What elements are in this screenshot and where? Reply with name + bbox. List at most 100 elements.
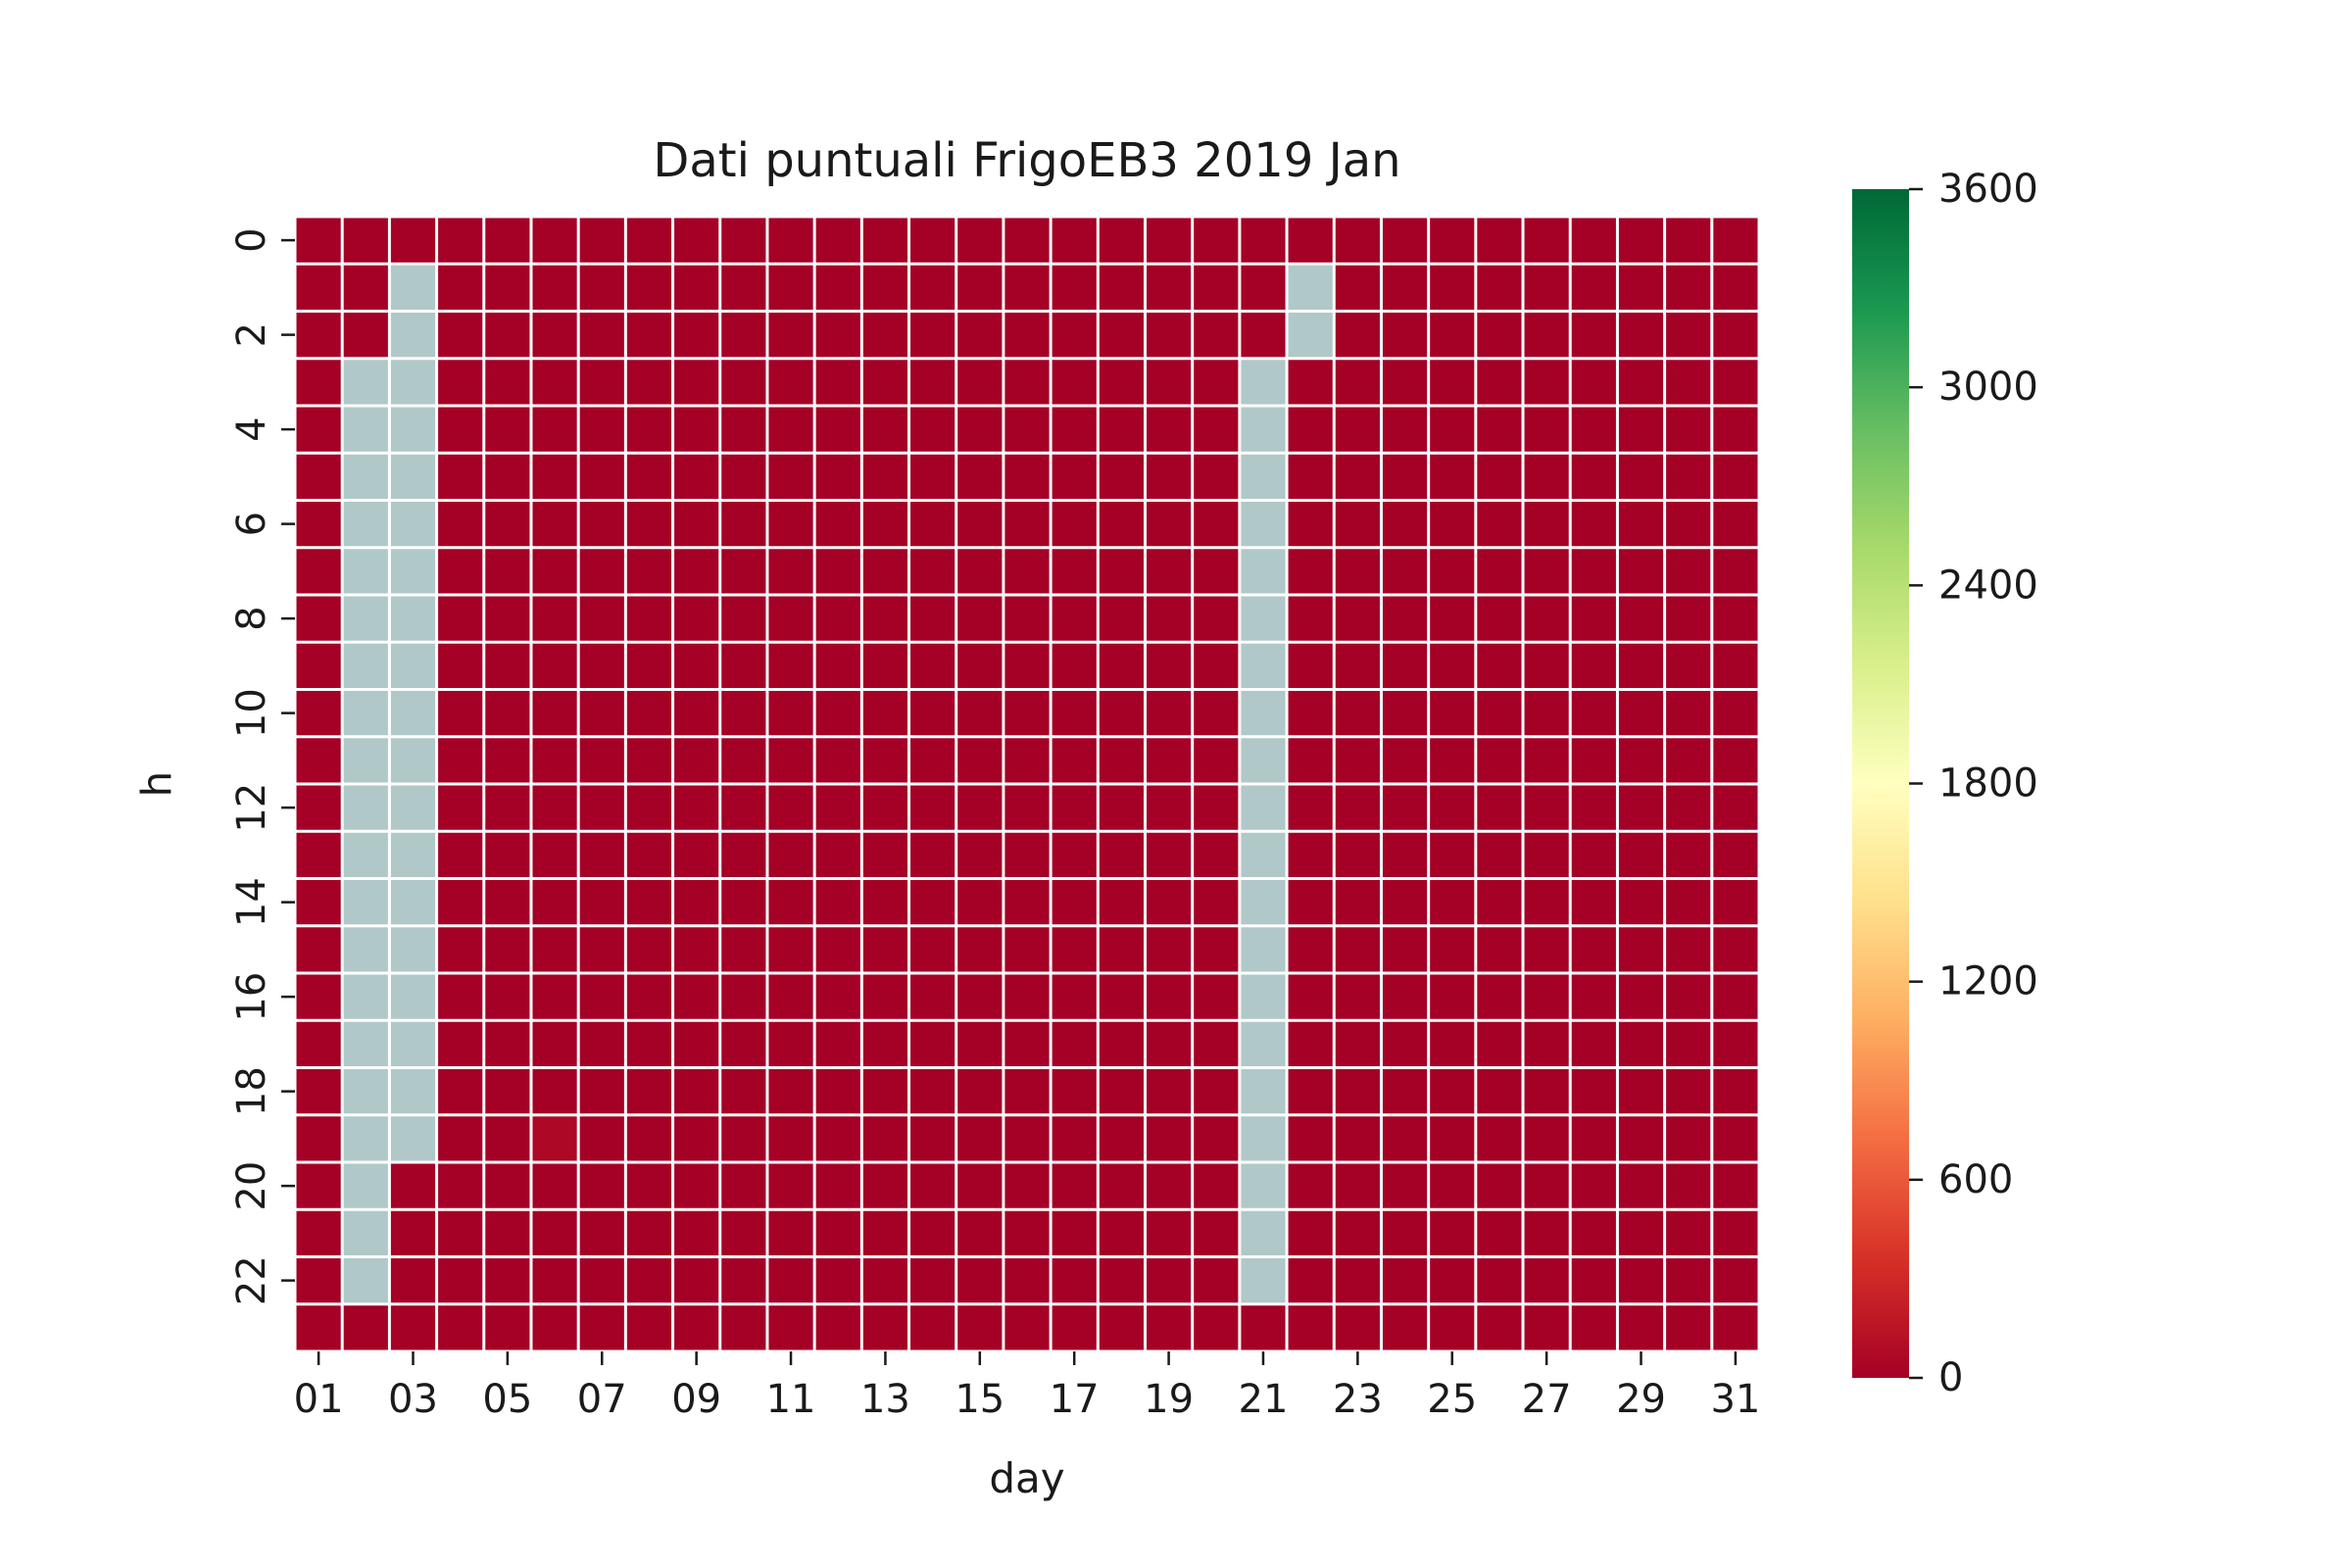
heatmap-cell bbox=[579, 1258, 624, 1303]
heatmap-cell bbox=[674, 596, 719, 641]
heatmap-cell bbox=[1430, 407, 1475, 452]
heatmap-cell bbox=[343, 927, 388, 972]
heatmap-cell bbox=[579, 691, 624, 736]
heatmap-cell bbox=[1004, 785, 1050, 830]
heatmap-cell bbox=[390, 454, 436, 499]
heatmap-cell bbox=[1335, 643, 1380, 688]
heatmap-cell bbox=[674, 1021, 719, 1066]
heatmap-cell bbox=[721, 1021, 766, 1066]
heatmap-cell bbox=[1477, 974, 1522, 1019]
heatmap-cell bbox=[1666, 1021, 1711, 1066]
heatmap-cell bbox=[1713, 1069, 1758, 1114]
x-tick-label: 25 bbox=[1427, 1377, 1477, 1422]
heatmap-cell bbox=[862, 549, 908, 594]
heatmap-cell bbox=[674, 974, 719, 1019]
heatmap-cell bbox=[1241, 1163, 1286, 1208]
heatmap-cell bbox=[957, 643, 1003, 688]
colorbar-tick-label: 1200 bbox=[1938, 959, 2038, 1004]
heatmap-cell bbox=[1335, 454, 1380, 499]
heatmap-cell bbox=[910, 1258, 956, 1303]
heatmap-cell bbox=[1666, 502, 1711, 547]
heatmap-cell bbox=[815, 313, 860, 358]
heatmap-cell bbox=[1618, 785, 1664, 830]
heatmap-cell bbox=[1194, 1021, 1239, 1066]
heatmap-cell bbox=[438, 832, 483, 877]
heatmap-cell bbox=[721, 265, 766, 310]
heatmap-cell bbox=[910, 313, 956, 358]
heatmap-cell bbox=[1335, 313, 1380, 358]
heatmap-cell bbox=[1004, 360, 1050, 405]
heatmap-cell bbox=[1618, 407, 1664, 452]
heatmap-cell bbox=[1052, 1021, 1097, 1066]
heatmap-cell bbox=[1430, 1210, 1475, 1255]
heatmap-cell bbox=[862, 832, 908, 877]
heatmap-cell bbox=[1666, 738, 1711, 783]
heatmap-cell bbox=[626, 927, 672, 972]
heatmap-cell bbox=[674, 549, 719, 594]
heatmap-cell bbox=[674, 738, 719, 783]
heatmap-cell bbox=[1666, 643, 1711, 688]
heatmap-cell bbox=[1099, 360, 1144, 405]
heatmap-cell bbox=[1099, 313, 1144, 358]
heatmap-cell bbox=[1099, 738, 1144, 783]
heatmap-cell bbox=[674, 1116, 719, 1161]
heatmap-cell bbox=[1382, 1258, 1428, 1303]
y-tick-label: 18 bbox=[229, 1066, 274, 1116]
x-tick-label: 31 bbox=[1710, 1377, 1760, 1422]
y-tick-label: 8 bbox=[229, 606, 274, 630]
heatmap-cell bbox=[1713, 738, 1758, 783]
x-tick-label: 27 bbox=[1522, 1377, 1572, 1422]
heatmap-cell bbox=[579, 974, 624, 1019]
heatmap-cell bbox=[390, 407, 436, 452]
heatmap-cell bbox=[1524, 265, 1569, 310]
heatmap-cell bbox=[1099, 596, 1144, 641]
heatmap-cell bbox=[1666, 454, 1711, 499]
chart-title: Dati puntuali FrigoEB3 2019 Jan bbox=[653, 133, 1400, 188]
heatmap-cell bbox=[1004, 218, 1050, 263]
heatmap-cell bbox=[343, 832, 388, 877]
heatmap-cell bbox=[1524, 832, 1569, 877]
heatmap-cell bbox=[1146, 1258, 1192, 1303]
heatmap-cell bbox=[1099, 691, 1144, 736]
heatmap-cell bbox=[343, 691, 388, 736]
heatmap-cell bbox=[1477, 1116, 1522, 1161]
heatmap-cell bbox=[1618, 218, 1664, 263]
heatmap-cell bbox=[438, 596, 483, 641]
heatmap-cell bbox=[1382, 407, 1428, 452]
heatmap-cell bbox=[1430, 1163, 1475, 1208]
heatmap-cell bbox=[1288, 1210, 1333, 1255]
heatmap-cell bbox=[1241, 1305, 1286, 1350]
heatmap-cell bbox=[1241, 313, 1286, 358]
heatmap-cell bbox=[1477, 832, 1522, 877]
heatmap-cell bbox=[532, 265, 577, 310]
heatmap-cell bbox=[1004, 454, 1050, 499]
heatmap-cell bbox=[768, 691, 813, 736]
heatmap-cell bbox=[1288, 549, 1333, 594]
heatmap-cell bbox=[390, 1210, 436, 1255]
colorbar-tick-label: 2400 bbox=[1938, 563, 2038, 608]
heatmap-cell bbox=[579, 1210, 624, 1255]
heatmap-cell bbox=[1194, 1069, 1239, 1114]
heatmap-cell bbox=[1666, 832, 1711, 877]
heatmap-cell bbox=[721, 1258, 766, 1303]
heatmap-cell bbox=[1524, 1021, 1569, 1066]
heatmap-cell bbox=[1052, 1116, 1097, 1161]
heatmap-cell bbox=[1666, 549, 1711, 594]
heatmap-cell bbox=[1099, 1021, 1144, 1066]
heatmap-cell bbox=[768, 549, 813, 594]
heatmap-cell bbox=[957, 549, 1003, 594]
heatmap-cell bbox=[1099, 880, 1144, 925]
heatmap-cell bbox=[1241, 549, 1286, 594]
heatmap-cell bbox=[1288, 1305, 1333, 1350]
heatmap-cell bbox=[1618, 360, 1664, 405]
heatmap-cell bbox=[768, 1163, 813, 1208]
heatmap-cell bbox=[343, 974, 388, 1019]
heatmap-cell bbox=[1194, 1210, 1239, 1255]
heatmap-cell bbox=[768, 360, 813, 405]
heatmap-cell bbox=[343, 596, 388, 641]
heatmap-cell bbox=[1571, 1305, 1616, 1350]
heatmap-cell bbox=[1713, 265, 1758, 310]
heatmap-cell bbox=[343, 1210, 388, 1255]
heatmap-cell bbox=[1335, 974, 1380, 1019]
heatmap-cell bbox=[862, 1305, 908, 1350]
